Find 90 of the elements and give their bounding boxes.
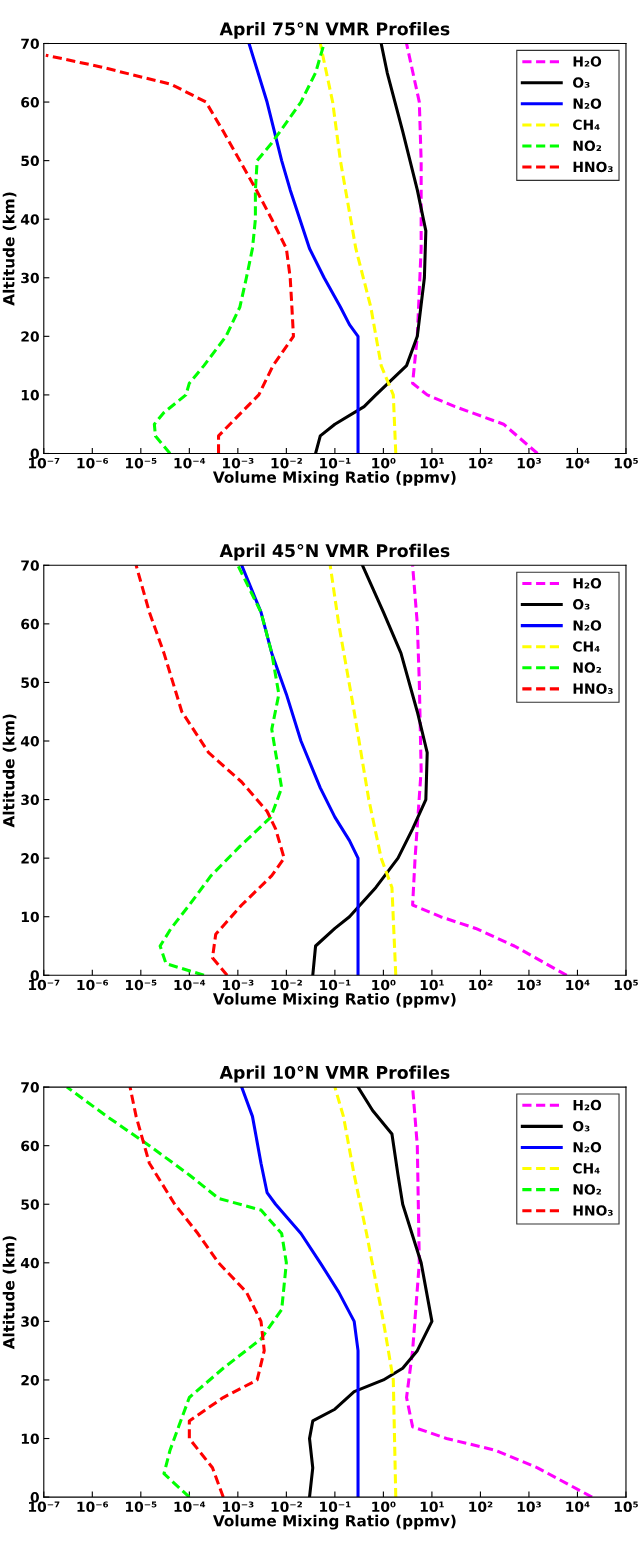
- x-tick-label: 10¹: [420, 979, 444, 991]
- chart-title: April 10°N VMR Profiles: [219, 1065, 450, 1083]
- y-tick-label: 40: [20, 1257, 39, 1269]
- x-tick-label: 10⁻³: [223, 457, 254, 469]
- y-tick-label: 10: [21, 1433, 39, 1444]
- x-tick-label: 10³: [517, 979, 541, 991]
- legend-label: CH₄: [573, 641, 600, 652]
- y-tick-label: 10: [21, 911, 39, 923]
- y-axis-title: Altitude (km): [2, 714, 17, 828]
- legend-label: H₂O: [573, 578, 602, 589]
- x-tick-label: 10⁻⁶: [77, 979, 109, 991]
- x-tick-label: 10⁻⁵: [126, 457, 157, 469]
- x-tick-label: 10⁻⁷: [28, 1501, 60, 1513]
- legend-label: HNO₃: [573, 161, 613, 173]
- y-tick-label: 70: [21, 1082, 39, 1093]
- x-tick-label: 10⁴: [566, 457, 590, 469]
- y-tick-label: 20: [21, 853, 39, 864]
- legend-label: CH₄: [573, 119, 600, 130]
- x-tick-label: 10⁻⁴: [174, 1501, 206, 1513]
- x-tick-label: 10⁻²: [271, 1501, 302, 1513]
- chart-title: April 45°N VMR Profiles: [219, 543, 450, 561]
- x-tick-label: 10¹: [420, 1501, 444, 1513]
- y-tick-label: 60: [21, 1140, 39, 1152]
- x-tick-label: 10⁴: [566, 1501, 590, 1513]
- x-tick-label: 10⁻²: [271, 979, 302, 991]
- legend-label: N₂O: [573, 1142, 602, 1153]
- x-tick-label: 10²: [469, 1501, 493, 1513]
- x-tick-label: 10³: [517, 457, 541, 469]
- y-tick-label: 50: [21, 155, 39, 167]
- x-tick-label: 10⁰: [372, 979, 396, 991]
- x-tick-label: 10⁻³: [223, 1501, 254, 1513]
- y-tick-label: 30: [21, 794, 39, 806]
- x-axis-title: Volume Mixing Ratio (ppmv): [212, 1514, 456, 1530]
- legend-label: NO₂: [573, 662, 602, 673]
- x-tick-label: 10⁰: [372, 457, 396, 469]
- x-tick-label: 10⁵: [614, 457, 638, 469]
- legend-label: CH₄: [573, 1163, 600, 1174]
- y-tick-label: 50: [21, 1199, 39, 1210]
- y-tick-label: 40: [20, 214, 39, 225]
- legend-label: O₃: [573, 77, 590, 88]
- y-tick-label: 10: [21, 389, 39, 401]
- legend-label: N₂O: [573, 620, 602, 631]
- legend-label: H₂O: [573, 56, 602, 67]
- x-tick-label: 10⁻¹: [320, 979, 351, 991]
- x-tick-label: 10²: [469, 979, 493, 991]
- legend-label: HNO₃: [573, 1205, 613, 1216]
- y-axis-title: Altitude (km): [2, 1236, 17, 1350]
- y-axis-title: Altitude (km): [2, 192, 17, 306]
- x-tick-label: 10⁻⁷: [28, 457, 60, 469]
- legend-label: NO₂: [573, 140, 602, 152]
- y-tick-label: 20: [21, 1374, 39, 1386]
- y-tick-label: 40: [20, 735, 39, 747]
- x-tick-label: 10⁻¹: [320, 1501, 351, 1513]
- y-tick-label: 70: [21, 560, 39, 571]
- x-tick-label: 10⁻⁵: [126, 979, 157, 991]
- x-tick-label: 10⁻⁷: [28, 979, 60, 991]
- y-tick-label: 60: [21, 618, 39, 630]
- x-tick-label: 10¹: [420, 457, 444, 469]
- chart-title: April 75°N VMR Profiles: [219, 21, 450, 39]
- x-tick-label: 10⁻⁴: [174, 457, 206, 469]
- x-tick-label: 10⁻⁶: [77, 457, 109, 469]
- x-tick-label: 10⁴: [566, 979, 590, 991]
- x-axis-title: Volume Mixing Ratio (ppmv): [212, 992, 456, 1008]
- x-tick-label: 10⁻¹: [320, 457, 351, 469]
- y-tick-label: 30: [21, 272, 39, 284]
- legend-label: HNO₃: [573, 683, 613, 694]
- x-tick-label: 10⁻⁶: [77, 1501, 109, 1513]
- x-tick-label: 10⁻⁵: [126, 1501, 157, 1513]
- x-tick-label: 10³: [517, 1501, 541, 1513]
- y-tick-label: 0: [30, 970, 39, 981]
- x-tick-label: 10⁻⁴: [174, 979, 206, 991]
- y-tick-label: 20: [21, 331, 39, 342]
- legend-label: NO₂: [573, 1184, 602, 1195]
- x-tick-label: 10⁵: [614, 1501, 638, 1513]
- y-tick-label: 60: [21, 97, 39, 108]
- x-tick-label: 10⁵: [614, 979, 638, 991]
- x-tick-label: 10²: [469, 457, 493, 469]
- y-tick-label: 0: [30, 1492, 39, 1503]
- y-tick-label: 30: [21, 1316, 39, 1327]
- x-axis-title: Volume Mixing Ratio (ppmv): [212, 471, 456, 486]
- y-tick-label: 50: [21, 677, 39, 688]
- legend-label: O₃: [573, 599, 590, 610]
- x-tick-label: 10⁻³: [223, 979, 254, 991]
- x-tick-label: 10⁻²: [271, 457, 302, 469]
- legend-label: H₂O: [573, 1099, 602, 1111]
- x-tick-label: 10⁰: [372, 1501, 396, 1513]
- legend-label: N₂O: [573, 98, 602, 109]
- y-tick-label: 0: [30, 448, 39, 459]
- y-tick-label: 70: [21, 38, 39, 49]
- legend-label: O₃: [573, 1120, 590, 1132]
